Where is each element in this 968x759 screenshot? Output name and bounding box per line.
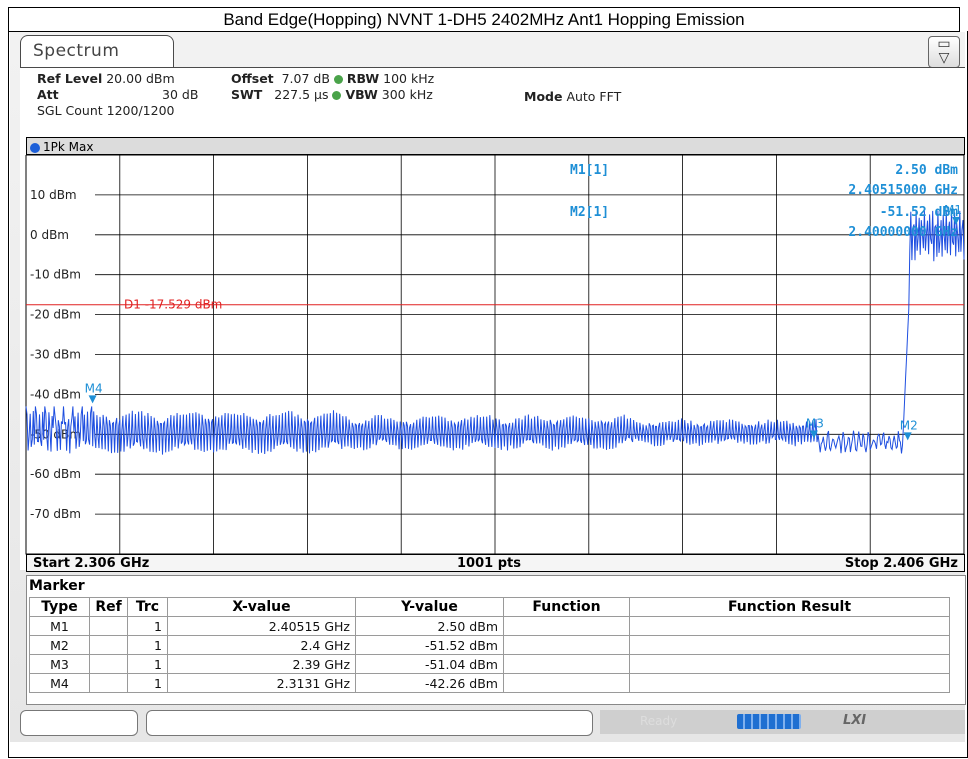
sweep-points: 1001 pts bbox=[457, 556, 521, 571]
table-row[interactable]: M2 1 2.4 GHz -51.52 dBm bbox=[29, 635, 950, 655]
y-tick-label: -60 dBm bbox=[30, 467, 81, 481]
marker-type: M2 bbox=[29, 635, 90, 655]
y-tick-label: -30 dBm bbox=[30, 348, 81, 362]
marker-trc: 1 bbox=[127, 673, 168, 693]
m2-info-freq: 2.40000000 GHz bbox=[848, 225, 958, 240]
table-row[interactable]: M3 1 2.39 GHz -51.04 dBm bbox=[29, 654, 950, 674]
col-function: Function bbox=[503, 597, 630, 617]
trace-1pk-max bbox=[25, 210, 965, 455]
start-frequency: Start 2.306 GHz bbox=[33, 556, 150, 571]
marker-trc: 1 bbox=[127, 635, 168, 655]
markers: M1 M2 M3 M4 bbox=[85, 203, 962, 441]
marker-m4-icon bbox=[88, 395, 97, 404]
status-field-2[interactable] bbox=[146, 710, 593, 736]
tab-divider bbox=[20, 67, 965, 68]
marker-type: M4 bbox=[29, 673, 90, 693]
plot-footer: Start 2.306 GHz 1001 pts Stop 2.406 GHz bbox=[26, 554, 965, 572]
status-bar: Ready LXI bbox=[20, 710, 965, 738]
col-type: Type bbox=[29, 597, 90, 617]
stop-frequency: Stop 2.406 GHz bbox=[844, 556, 958, 571]
col-trc: Trc bbox=[127, 597, 168, 617]
status-field-1[interactable] bbox=[20, 710, 138, 736]
marker-type: M3 bbox=[29, 654, 90, 674]
marker-x: 2.4 GHz bbox=[167, 635, 356, 655]
attenuation-label: Att bbox=[37, 87, 59, 102]
marker-grid: Type Ref Trc X-value Y-value Function Fu… bbox=[29, 597, 950, 693]
marker-m3-icon bbox=[809, 430, 818, 439]
y-axis-ticks: 10 dBm 0 dBm -10 dBm -20 dBm -30 dBm -40 dBm -… bbox=[30, 188, 81, 521]
marker-func bbox=[503, 654, 630, 674]
status-dot-icon bbox=[332, 91, 342, 100]
offset: Offset 7.07 dB RBW 100 kHz bbox=[231, 71, 435, 86]
sweep-time: SWT 227.5 µs VBW 300 kHz bbox=[231, 87, 433, 102]
marker-ref bbox=[89, 616, 128, 636]
mode: Mode Auto FFT bbox=[524, 89, 622, 104]
report-caption: Band Edge(Hopping) NVNT 1-DH5 2402MHz An… bbox=[8, 7, 960, 32]
y-tick-label: 10 dBm bbox=[30, 188, 77, 202]
m1-info-freq: 2.40515000 GHz bbox=[848, 183, 958, 198]
y-tick-label: 0 dBm bbox=[30, 228, 69, 242]
marker-x: 2.3131 GHz bbox=[167, 673, 356, 693]
y-tick-label: -70 dBm bbox=[30, 507, 81, 521]
trace-dot-icon bbox=[30, 142, 40, 153]
marker-y: -51.52 dBm bbox=[355, 635, 504, 655]
y-tick-label: -40 dBm bbox=[30, 387, 81, 401]
display-line-label: D1 -17.529 dBm bbox=[124, 298, 222, 312]
col-x-value: X-value bbox=[167, 597, 356, 617]
table-row[interactable]: M4 1 2.3131 GHz -42.26 dBm bbox=[29, 673, 950, 693]
marker-x: 2.39 GHz bbox=[167, 654, 356, 674]
marker-ref bbox=[89, 673, 128, 693]
table-row[interactable]: M1 1 2.40515 GHz 2.50 dBm bbox=[29, 616, 950, 636]
marker-y: 2.50 dBm bbox=[355, 616, 504, 636]
progress-bars-icon bbox=[737, 714, 801, 729]
ref-level: Ref Level 20.00 dBm bbox=[37, 71, 175, 86]
m2-info-level: -51.52 dBm bbox=[880, 205, 958, 220]
lxi-logo: LXI bbox=[843, 713, 867, 728]
marker-m4-label: M4 bbox=[85, 381, 103, 395]
status-dot-icon bbox=[333, 75, 343, 84]
marker-result bbox=[629, 654, 950, 674]
marker-y: -42.26 dBm bbox=[355, 673, 504, 693]
y-tick-label: -10 dBm bbox=[30, 268, 81, 282]
col-ref: Ref bbox=[89, 597, 128, 617]
attenuation-value: 30 dB bbox=[162, 87, 199, 102]
trace-label-bar: 1Pk Max bbox=[26, 137, 965, 155]
tab-spectrum[interactable]: Spectrum bbox=[20, 35, 174, 68]
col-y-value: Y-value bbox=[355, 597, 504, 617]
tab-spectrum-label: Spectrum bbox=[33, 41, 120, 61]
marker-result bbox=[629, 616, 950, 636]
m1-info-label: M1[1] bbox=[570, 163, 609, 178]
marker-ref bbox=[89, 635, 128, 655]
spectrum-plot: 10 dBm 0 dBm -10 dBm -20 dBm -30 dBm -40 dBm -… bbox=[25, 155, 965, 555]
marker-func bbox=[503, 635, 630, 655]
marker-m1-icon bbox=[952, 216, 961, 225]
marker-m3-label: M3 bbox=[806, 416, 824, 430]
marker-table-header: Type Ref Trc X-value Y-value Function Fu… bbox=[29, 597, 950, 617]
y-tick-label: -50 dBm bbox=[30, 427, 81, 441]
marker-table-title: Marker bbox=[29, 578, 85, 594]
marker-type: M1 bbox=[29, 616, 90, 636]
marker-result bbox=[629, 673, 950, 693]
marker-m2-icon bbox=[903, 432, 912, 441]
col-function-result: Function Result bbox=[629, 597, 950, 617]
m2-info-label: M2[1] bbox=[570, 205, 609, 220]
y-tick-label: -20 dBm bbox=[30, 308, 81, 322]
marker-table: Marker Type Ref Trc X-value Y-value Func… bbox=[26, 575, 966, 705]
marker-m2-label: M2 bbox=[900, 418, 918, 432]
marker-trc: 1 bbox=[127, 654, 168, 674]
marker-y: -51.04 dBm bbox=[355, 654, 504, 674]
menu-icon[interactable]: ▭ ▽ bbox=[928, 36, 960, 68]
m1-info-level: 2.50 dBm bbox=[895, 163, 958, 178]
marker-ref bbox=[89, 654, 128, 674]
marker-func bbox=[503, 673, 630, 693]
marker-func bbox=[503, 616, 630, 636]
marker-trc: 1 bbox=[127, 616, 168, 636]
sgl-count: SGL Count 1200/1200 bbox=[37, 103, 175, 118]
marker-result bbox=[629, 635, 950, 655]
ready-status: Ready bbox=[640, 714, 678, 728]
marker-m1-label: M1 bbox=[944, 203, 962, 217]
marker-x: 2.40515 GHz bbox=[167, 616, 356, 636]
